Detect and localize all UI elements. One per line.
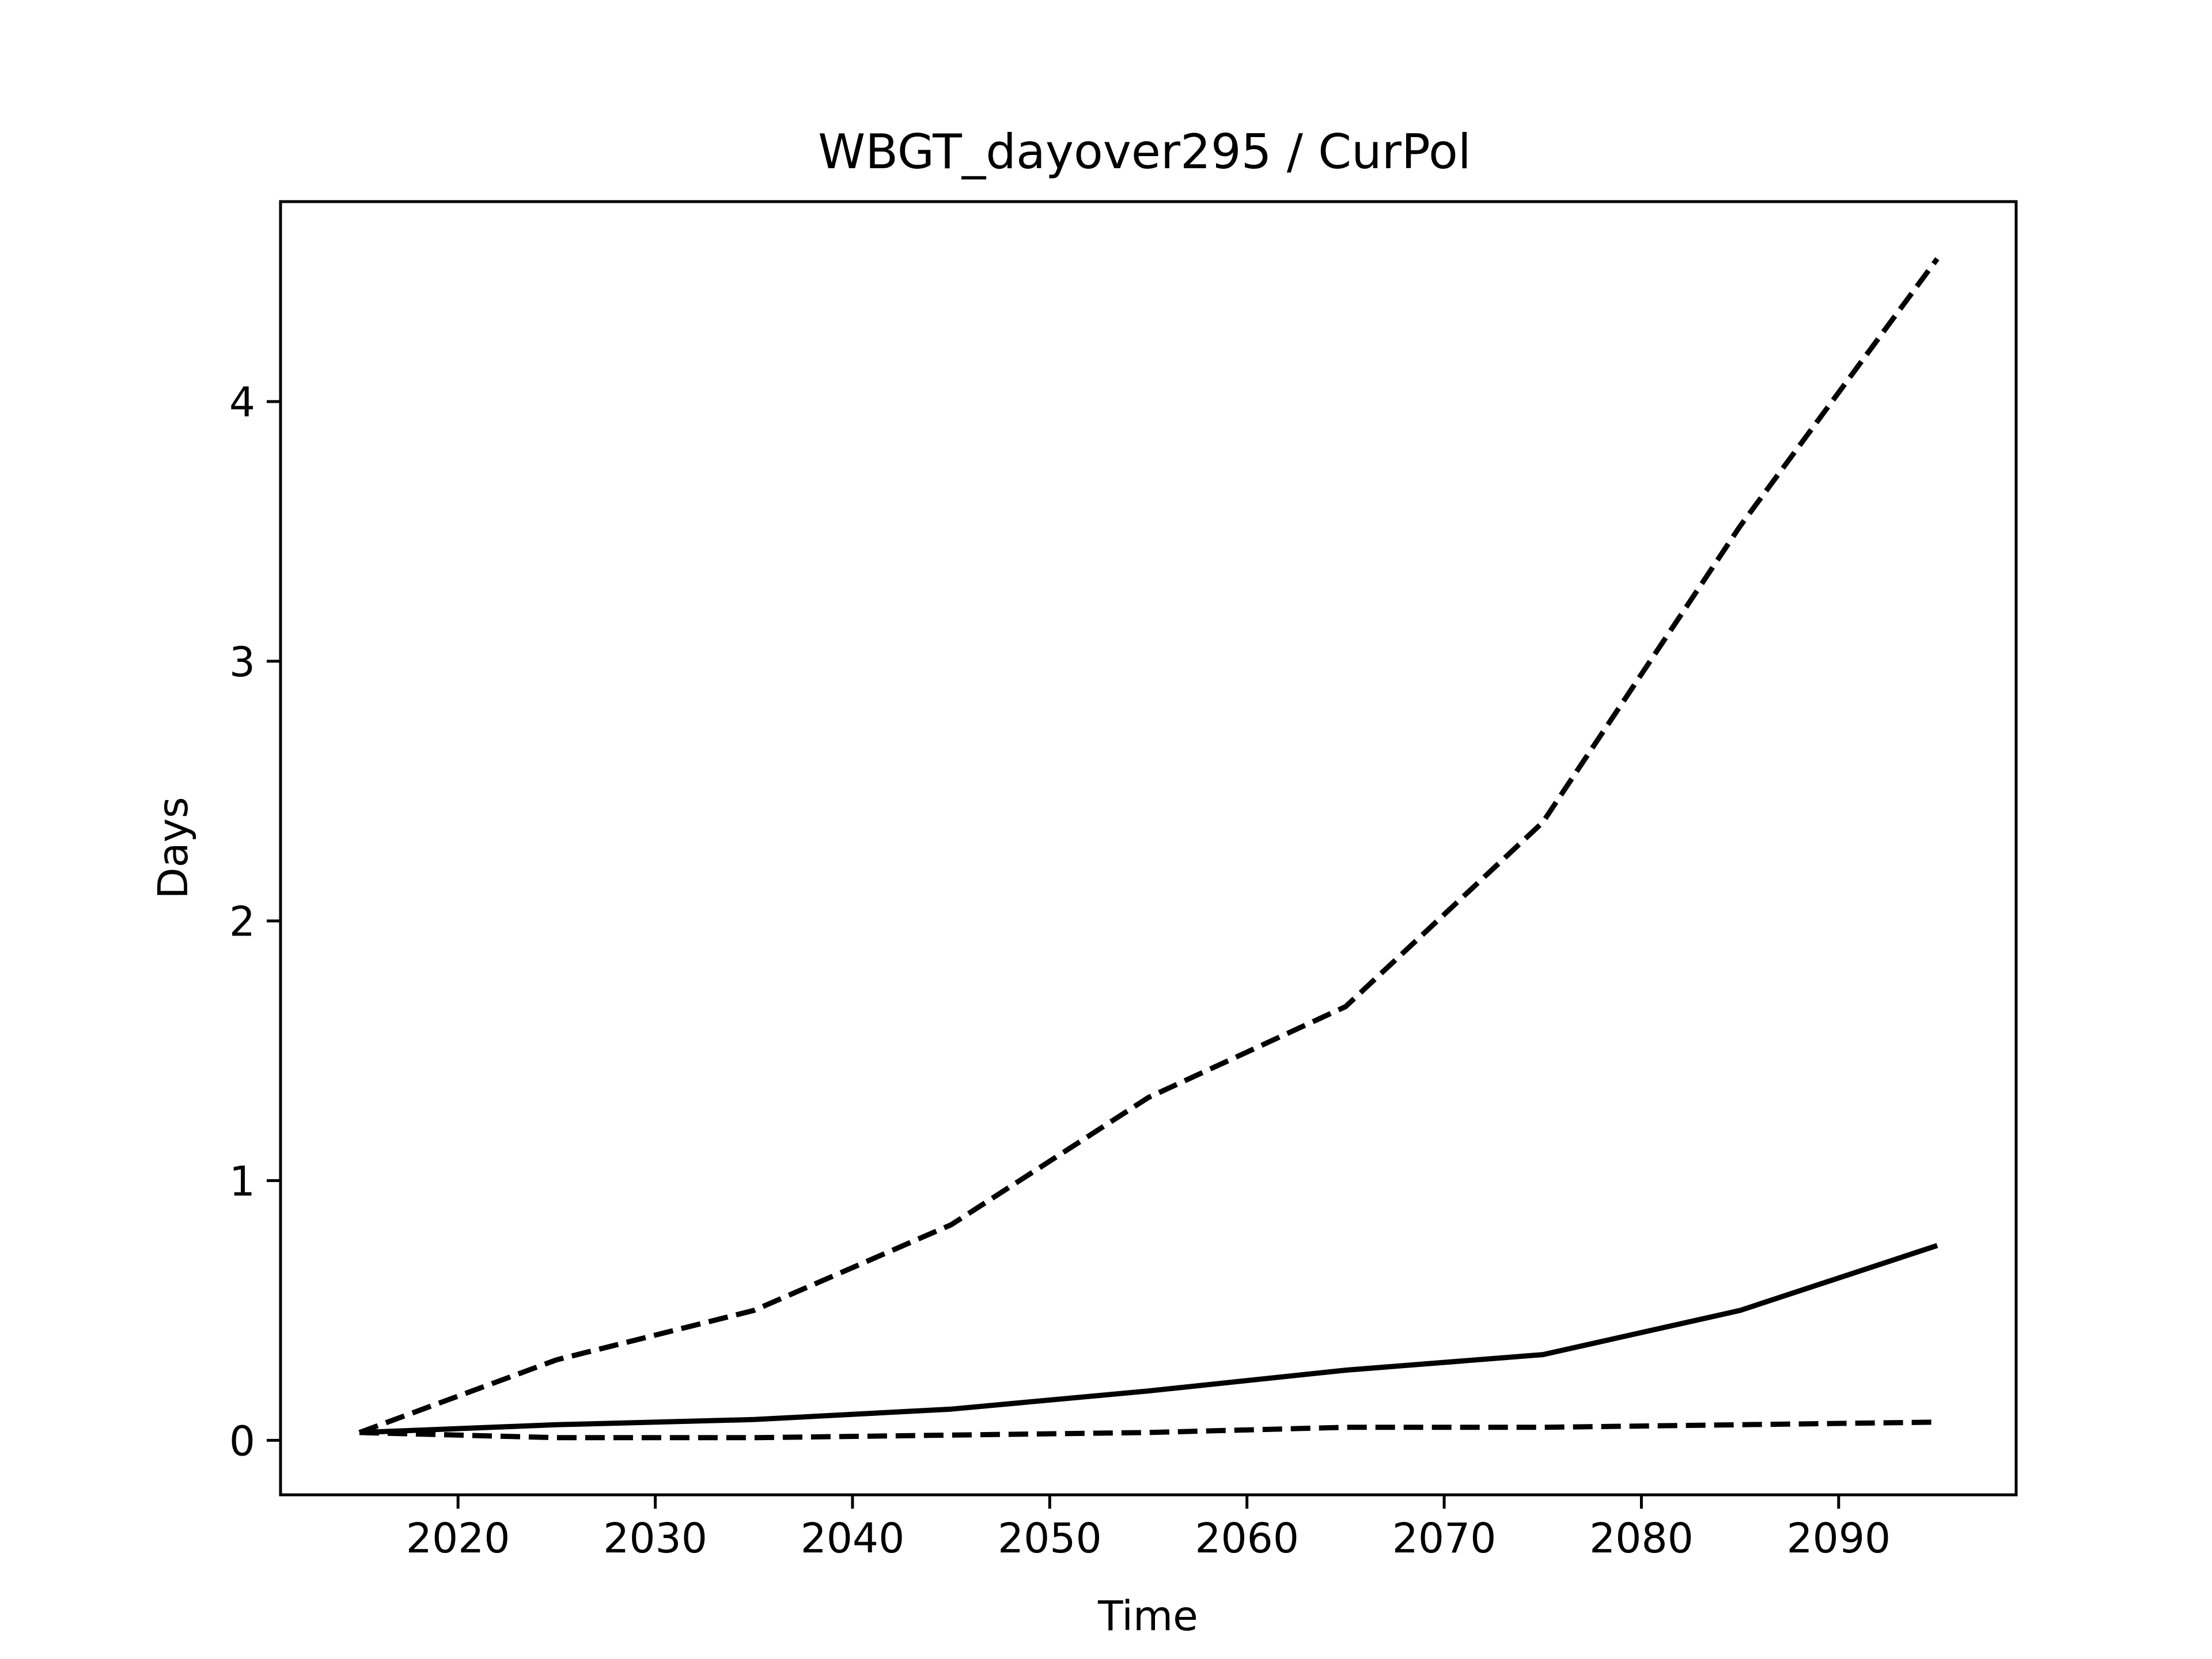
chart-title: WBGT_dayover295 / CurPol — [818, 124, 1471, 180]
plot-area — [279, 200, 2018, 1497]
x-tick-label: 2050 — [998, 1514, 1102, 1562]
plot-frame — [279, 200, 2018, 1497]
x-tick-label: 2080 — [1589, 1514, 1694, 1562]
series-line-2-dashed — [358, 257, 1940, 1435]
x-tick-label: 2040 — [801, 1514, 905, 1562]
x-axis-label: Time — [1097, 1592, 1198, 1640]
y-axis-label: Days — [149, 797, 197, 899]
series-line-1-solid — [359, 1243, 1938, 1435]
x-axis: 2020 2030 2040 2050 2060 2070 2080 2090 — [406, 1495, 1891, 1562]
x-tick-label: 2070 — [1392, 1514, 1497, 1562]
y-tick-label: 1 — [229, 1158, 255, 1206]
y-tick-label: 3 — [229, 638, 255, 686]
x-tick-label: 2020 — [406, 1514, 510, 1562]
series-layer — [358, 257, 1940, 1441]
y-axis: 0 1 2 3 4 — [229, 378, 281, 1465]
series-line-3-dashed — [359, 1419, 1938, 1441]
x-tick-label: 2090 — [1787, 1514, 1891, 1562]
x-tick-label: 2030 — [603, 1514, 707, 1562]
y-tick-label: 0 — [229, 1417, 255, 1465]
y-tick-label: 4 — [229, 378, 255, 426]
y-tick-label: 2 — [229, 898, 255, 946]
x-tick-label: 2060 — [1195, 1514, 1299, 1562]
